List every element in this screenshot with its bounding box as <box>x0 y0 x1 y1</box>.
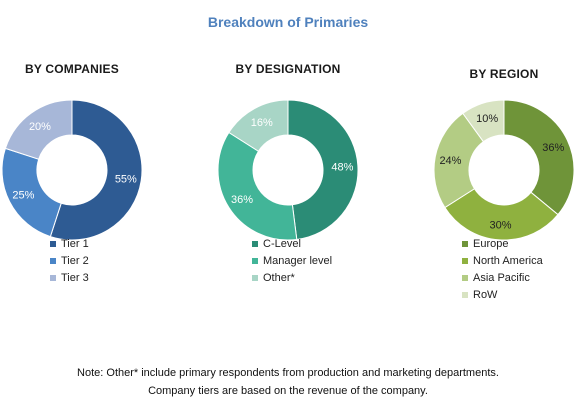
data-label-other: 16% <box>251 117 273 129</box>
footnote: Note: Other* include primary respondents… <box>0 364 576 400</box>
legend-item-other: Other* <box>252 269 332 286</box>
legend-label: North America <box>473 254 543 267</box>
panel-companies: BY COMPANIES 55% 25% 20% Tier 1 Tier 2 Tier … <box>0 62 167 284</box>
legend-label: Other* <box>263 271 295 284</box>
legend-label: Tier 3 <box>61 271 89 284</box>
legend-item-c-level: C-Level <box>252 235 332 252</box>
data-label-row: 10% <box>476 113 498 125</box>
legend-label: C-Level <box>263 237 301 250</box>
donut-designation: 48% 36% 16% <box>217 99 359 241</box>
slice-europe <box>503 99 575 216</box>
donut-companies: 55% 25% 20% <box>1 99 143 241</box>
panel-title-designation: BY DESIGNATION <box>235 62 341 76</box>
slice-tier-1 <box>49 99 143 241</box>
chart-title: Breakdown of Primaries <box>207 14 369 30</box>
legend-swatch <box>50 240 56 247</box>
legend-designation: C-Level Manager level Other* <box>252 235 332 286</box>
data-label-asia-pacific: 24% <box>439 155 461 167</box>
slice-tier-3 <box>4 99 73 160</box>
legend-label: Tier 2 <box>61 254 89 267</box>
legend-label: Europe <box>473 237 509 250</box>
data-label-tier-3: 20% <box>29 121 51 133</box>
slice-other <box>228 99 289 152</box>
legend-item-row: RoW <box>462 286 543 303</box>
legend-swatch <box>252 274 258 281</box>
legend-region: Europe North America Asia Pacific RoW <box>462 235 543 303</box>
slice-row <box>462 99 505 143</box>
donut-region: 36% 30% 24% 10% <box>433 99 575 241</box>
legend-item-manager-level: Manager level <box>252 252 332 269</box>
legend-swatch <box>252 257 258 264</box>
legend-item-asia-pacific: Asia Pacific <box>462 269 543 286</box>
legend-item-europe: Europe <box>462 235 543 252</box>
data-label-manager-level: 36% <box>231 194 253 206</box>
legend-label: RoW <box>473 288 498 301</box>
slice-north-america <box>444 188 559 241</box>
legend-label: Asia Pacific <box>473 271 530 284</box>
panel-designation: BY DESIGNATION 48% 36% 16% C-Level Manager … <box>193 62 383 284</box>
panel-title-companies: BY COMPANIES <box>25 62 119 76</box>
legend-swatch <box>50 257 56 264</box>
legend-swatch <box>462 240 468 247</box>
legend-item-tier-3: Tier 3 <box>50 269 89 286</box>
data-label-tier-2: 25% <box>12 190 34 202</box>
data-label-europe: 36% <box>542 142 564 154</box>
data-label-tier-1: 55% <box>115 174 137 186</box>
legend-label: Tier 1 <box>61 237 89 250</box>
footnote-line-2: Company tiers are based on the revenue o… <box>148 385 428 397</box>
data-label-north-america: 30% <box>490 219 512 231</box>
panel-region: BY REGION 36% 30% 24% 10% Europe North Ameri… <box>409 62 576 301</box>
legend-swatch <box>462 274 468 281</box>
legend-item-tier-1: Tier 1 <box>50 235 89 252</box>
legend-companies: Tier 1 Tier 2 Tier 3 <box>50 235 89 286</box>
legend-swatch <box>462 257 468 264</box>
panel-title-region: BY REGION <box>469 67 539 81</box>
legend-item-tier-2: Tier 2 <box>50 252 89 269</box>
legend-swatch <box>252 240 258 247</box>
legend-label: Manager level <box>263 254 333 267</box>
slice-asia-pacific <box>433 112 485 209</box>
footnote-line-1: Note: Other* include primary respondents… <box>77 367 499 379</box>
legend-swatch <box>462 291 468 298</box>
data-label-c-level: 48% <box>331 162 353 174</box>
slice-c-level <box>287 99 359 241</box>
legend-item-north-america: North America <box>462 252 543 269</box>
slice-manager-level <box>217 131 298 241</box>
legend-swatch <box>50 274 56 281</box>
